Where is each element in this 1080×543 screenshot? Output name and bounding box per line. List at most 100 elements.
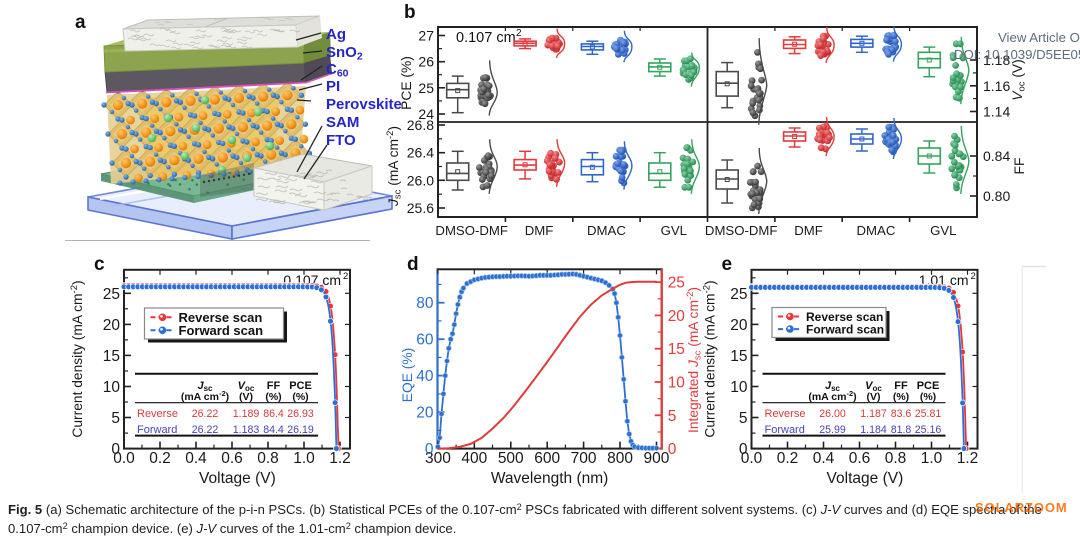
svg-text:0: 0 (668, 441, 677, 458)
svg-text:(%): (%) (265, 391, 281, 403)
svg-text:1.0: 1.0 (921, 450, 943, 467)
svg-text:Jsc: Jsc (197, 380, 213, 393)
svg-text:25: 25 (668, 275, 685, 292)
svg-text:25.16: 25.16 (915, 424, 942, 436)
svg-text:FTO: FTO (326, 132, 356, 149)
svg-text:(mA cm-2): (mA cm-2) (181, 389, 229, 403)
svg-text:25: 25 (103, 286, 120, 303)
svg-text:84.4: 84.4 (263, 424, 284, 436)
svg-text:81.8: 81.8 (891, 424, 912, 436)
svg-text:Current density (mA cm-2): Current density (mA cm-2) (69, 280, 85, 437)
svg-text:0.4: 0.4 (813, 450, 835, 467)
svg-text:(%): (%) (292, 391, 308, 403)
svg-text:10: 10 (730, 379, 748, 396)
svg-text:400: 400 (461, 450, 487, 467)
svg-text:0.4: 0.4 (185, 450, 207, 467)
svg-text:26.8: 26.8 (407, 117, 434, 133)
svg-text:1.0: 1.0 (293, 450, 315, 467)
svg-text:0.2: 0.2 (149, 450, 171, 467)
svg-text:1.189: 1.189 (233, 408, 260, 420)
svg-text:2: 2 (516, 28, 522, 39)
svg-text:Jsc (mA cm-2): Jsc (mA cm-2) (385, 126, 404, 207)
svg-text:800: 800 (607, 450, 633, 467)
svg-text:0.2: 0.2 (777, 450, 799, 467)
svg-text:0.6: 0.6 (221, 450, 243, 467)
svg-text:SAM: SAM (326, 114, 359, 131)
svg-text:PCE: PCE (917, 380, 940, 392)
svg-text:(%): (%) (920, 391, 936, 403)
svg-text:80: 80 (416, 295, 434, 312)
svg-text:15: 15 (668, 341, 685, 358)
svg-text:15: 15 (730, 348, 747, 365)
svg-text:Reverse scan: Reverse scan (179, 310, 263, 325)
svg-text:26.19: 26.19 (287, 424, 314, 436)
svg-text:20: 20 (730, 317, 748, 334)
svg-text:2: 2 (343, 271, 348, 282)
svg-text:26.4: 26.4 (407, 145, 434, 161)
svg-text:10: 10 (103, 379, 121, 396)
svg-text:SnO2: SnO2 (326, 44, 363, 63)
svg-text:EQE (%): EQE (%) (400, 348, 415, 402)
svg-text:20: 20 (103, 317, 121, 334)
svg-text:0: 0 (425, 441, 434, 458)
svg-text:(V): (V) (867, 391, 881, 403)
svg-text:1.183: 1.183 (233, 424, 260, 436)
svg-text:(V): (V) (239, 391, 253, 403)
svg-text:0.0: 0.0 (113, 450, 135, 467)
svg-text:FF: FF (894, 380, 908, 392)
svg-text:Reverse scan: Reverse scan (806, 310, 883, 324)
svg-text:1.2: 1.2 (957, 450, 979, 467)
svg-text:DMSO-DMF: DMSO-DMF (705, 223, 778, 238)
svg-text:2: 2 (971, 271, 976, 282)
svg-text:1.14: 1.14 (983, 104, 1010, 120)
svg-text:Reverse: Reverse (137, 408, 178, 420)
svg-text:0.0: 0.0 (741, 450, 763, 467)
svg-text:1.184: 1.184 (860, 424, 887, 436)
svg-text:DMF: DMF (794, 223, 823, 238)
svg-text:PCE: PCE (289, 380, 312, 392)
svg-text:0.84: 0.84 (983, 148, 1010, 164)
svg-text:(mA cm-2): (mA cm-2) (808, 389, 856, 403)
svg-text:600: 600 (534, 450, 560, 467)
svg-text:GVL: GVL (930, 223, 956, 238)
svg-text:1.2: 1.2 (329, 450, 351, 467)
svg-text:40: 40 (416, 368, 434, 385)
svg-text:83.6: 83.6 (891, 408, 912, 420)
svg-text:Perovskite: Perovskite (326, 96, 402, 113)
svg-text:Jsc: Jsc (825, 380, 841, 393)
svg-text:0.80: 0.80 (983, 188, 1010, 204)
svg-text:25: 25 (418, 80, 434, 96)
svg-text:700: 700 (571, 450, 597, 467)
svg-text:60: 60 (416, 332, 434, 349)
svg-text:25: 25 (730, 286, 747, 303)
svg-text:a: a (75, 12, 86, 33)
svg-text:DMAC: DMAC (857, 223, 896, 238)
svg-text:15: 15 (103, 348, 120, 365)
svg-text:5: 5 (739, 410, 748, 427)
svg-text:26.00: 26.00 (819, 408, 846, 420)
svg-text:Voc (V): Voc (V) (1010, 59, 1028, 100)
svg-text:Ag: Ag (326, 26, 346, 43)
svg-text:20: 20 (668, 308, 686, 325)
svg-text:DMF: DMF (525, 223, 554, 238)
svg-text:26.22: 26.22 (192, 408, 219, 420)
svg-text:500: 500 (498, 450, 524, 467)
svg-text:FF: FF (267, 380, 281, 392)
svg-text:Integrated Jsc (mA cm-2): Integrated Jsc (mA cm-2) (685, 287, 704, 433)
svg-text:DMSO-DMF: DMSO-DMF (435, 223, 508, 238)
svg-text:0: 0 (111, 441, 120, 458)
svg-text:300: 300 (425, 450, 451, 467)
svg-text:20: 20 (416, 405, 434, 422)
svg-text:Voltage (V): Voltage (V) (199, 470, 276, 487)
svg-text:e: e (722, 254, 733, 275)
svg-text:Reverse: Reverse (765, 408, 806, 420)
svg-text:PI: PI (326, 78, 340, 95)
svg-text:Current density (mA cm-2): Current density (mA cm-2) (702, 280, 718, 437)
svg-text:0.8: 0.8 (885, 450, 907, 467)
svg-text:(%): (%) (893, 391, 909, 403)
svg-text:Wavelength (nm): Wavelength (nm) (491, 470, 608, 487)
svg-text:Forward scan: Forward scan (179, 323, 264, 338)
svg-text:26: 26 (418, 54, 434, 70)
svg-text:Forward scan: Forward scan (806, 322, 884, 336)
svg-text:0.107 cm: 0.107 cm (456, 30, 516, 46)
